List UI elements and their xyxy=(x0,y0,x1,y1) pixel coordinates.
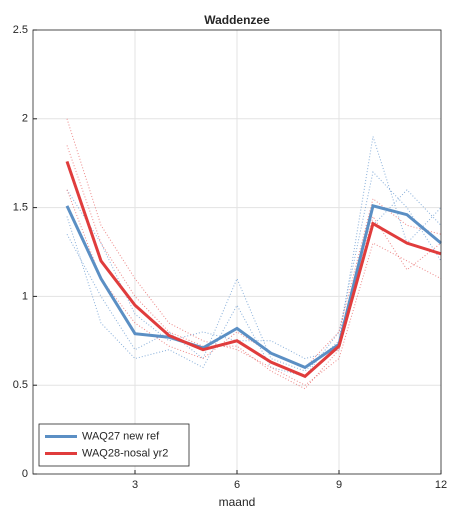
legend-label: WAQ28-nosal yr2 xyxy=(82,447,168,459)
y-tick-label: 2 xyxy=(22,113,28,125)
legend-label: WAQ27 new ref xyxy=(82,430,160,442)
x-tick-label: 12 xyxy=(435,479,447,491)
y-tick-label: 2.5 xyxy=(13,24,28,36)
x-axis-label: maand xyxy=(219,495,256,508)
axes-box xyxy=(32,29,442,475)
x-tick-label: 9 xyxy=(336,479,342,491)
y-tick-label: 0 xyxy=(22,468,28,480)
y-tick-label: 1.5 xyxy=(13,202,28,214)
chart-title: Waddenzee xyxy=(204,13,270,27)
series-line xyxy=(65,160,442,379)
y-tick-label: 0.5 xyxy=(13,379,28,391)
ensemble-line xyxy=(66,136,442,372)
x-tick-label: 6 xyxy=(234,479,240,491)
series-line xyxy=(65,203,442,370)
legend-box xyxy=(38,423,190,467)
ensemble-line xyxy=(66,145,442,390)
y-tick-label: 1 xyxy=(22,290,28,302)
x-tick-label: 3 xyxy=(132,479,138,491)
